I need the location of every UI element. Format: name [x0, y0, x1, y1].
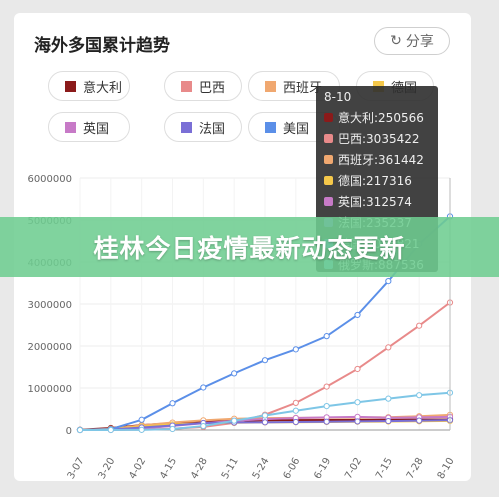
legend-swatch: [265, 80, 276, 92]
legend-swatch: [181, 121, 192, 133]
chart-title: 海外多国累计趋势: [34, 36, 170, 56]
data-point: [323, 333, 330, 340]
headline-banner: 桂林今日疫情最新动态更新: [0, 217, 499, 277]
y-tick-label: 1000000: [27, 384, 72, 395]
legend-label: 巴西: [199, 80, 226, 96]
tooltip-swatch: [324, 155, 333, 164]
y-tick-label: 0: [66, 426, 72, 437]
data-point: [261, 419, 269, 426]
data-point: [354, 365, 361, 373]
tooltip-row: 意大利:250566: [324, 107, 430, 128]
x-tick-label: 4-15: [158, 456, 179, 481]
data-point: [107, 426, 114, 434]
data-point: [261, 412, 269, 419]
data-point: [292, 407, 299, 414]
x-tick-label: 3-20: [97, 456, 118, 481]
x-tick-label: 7-15: [374, 456, 395, 481]
data-point: [323, 383, 330, 390]
x-tick-label: 4-28: [189, 456, 210, 481]
share-button[interactable]: ↻ 分享: [374, 27, 450, 55]
legend-item[interactable]: 法国: [164, 112, 242, 142]
data-point: [138, 416, 145, 423]
data-point: [385, 395, 392, 402]
tooltip-swatch: [324, 197, 333, 206]
data-point: [416, 392, 423, 399]
legend-swatch: [181, 80, 192, 92]
tooltip-row: 西班牙:361442: [324, 149, 430, 170]
tooltip-row: 英国:312574: [324, 191, 430, 212]
data-point: [76, 426, 84, 434]
legend-swatch: [65, 80, 76, 92]
data-point: [169, 400, 176, 407]
legend-item[interactable]: 巴西: [164, 71, 242, 101]
tooltip-value: 德国:217316: [338, 174, 412, 188]
y-tick-label: 3000000: [27, 300, 72, 311]
data-point: [292, 346, 299, 353]
x-tick-label: 3-07: [66, 456, 87, 481]
data-point: [169, 425, 176, 433]
data-point: [385, 278, 392, 285]
legend-label: 法国: [199, 121, 226, 137]
legend-label: 英国: [83, 121, 110, 137]
x-tick-label: 6-06: [282, 456, 303, 481]
legend-swatch: [65, 121, 76, 133]
data-point: [385, 344, 392, 351]
data-point: [261, 357, 269, 364]
tooltip-row: 巴西:3035422: [324, 128, 430, 149]
tooltip-value: 巴西:3035422: [338, 132, 420, 146]
share-label: 分享: [405, 34, 434, 50]
legend-label: 美国: [283, 121, 310, 137]
x-tick-label: 7-02: [343, 456, 364, 481]
data-point: [231, 370, 238, 377]
y-tick-label: 2000000: [27, 342, 72, 353]
x-tick-label: 5-11: [220, 456, 241, 481]
tooltip-date: 8-10: [324, 90, 352, 104]
x-tick-label: 8-10: [436, 456, 457, 481]
tooltip-swatch: [324, 134, 333, 143]
y-tick-label: 6000000: [27, 174, 72, 185]
tooltip-value: 西班牙:361442: [338, 153, 424, 167]
x-tick-label: 6-19: [312, 456, 333, 481]
tooltip-value: 意大利:250566: [338, 111, 424, 125]
data-point: [231, 417, 238, 424]
tooltip-swatch: [324, 176, 333, 185]
tooltip-value: 英国:312574: [338, 195, 412, 209]
data-point: [354, 399, 361, 406]
x-tick-label: 5-24: [251, 456, 272, 481]
headline-text: 桂林今日疫情最新动态更新: [93, 234, 406, 263]
legend-swatch: [265, 121, 276, 133]
x-tick-label: 7-28: [405, 456, 426, 481]
share-icon: ↻: [390, 33, 402, 49]
data-point: [323, 402, 330, 410]
data-point: [416, 417, 423, 424]
tooltip-swatch: [324, 113, 333, 122]
x-tick-label: 4-02: [127, 456, 148, 481]
tooltip-row: 德国:217316: [324, 170, 430, 191]
data-point: [385, 417, 392, 425]
data-point: [200, 384, 207, 391]
data-point: [292, 418, 299, 426]
data-point: [292, 399, 299, 406]
data-point: [138, 426, 145, 433]
data-point: [354, 418, 361, 425]
data-point: [323, 418, 330, 425]
data-point: [354, 311, 361, 319]
legend-label: 意大利: [83, 80, 123, 96]
data-point: [200, 422, 207, 430]
legend-item[interactable]: 意大利: [48, 71, 130, 101]
legend-label: 西班牙: [283, 80, 323, 96]
legend-item[interactable]: 英国: [48, 112, 130, 142]
data-point: [416, 322, 423, 329]
